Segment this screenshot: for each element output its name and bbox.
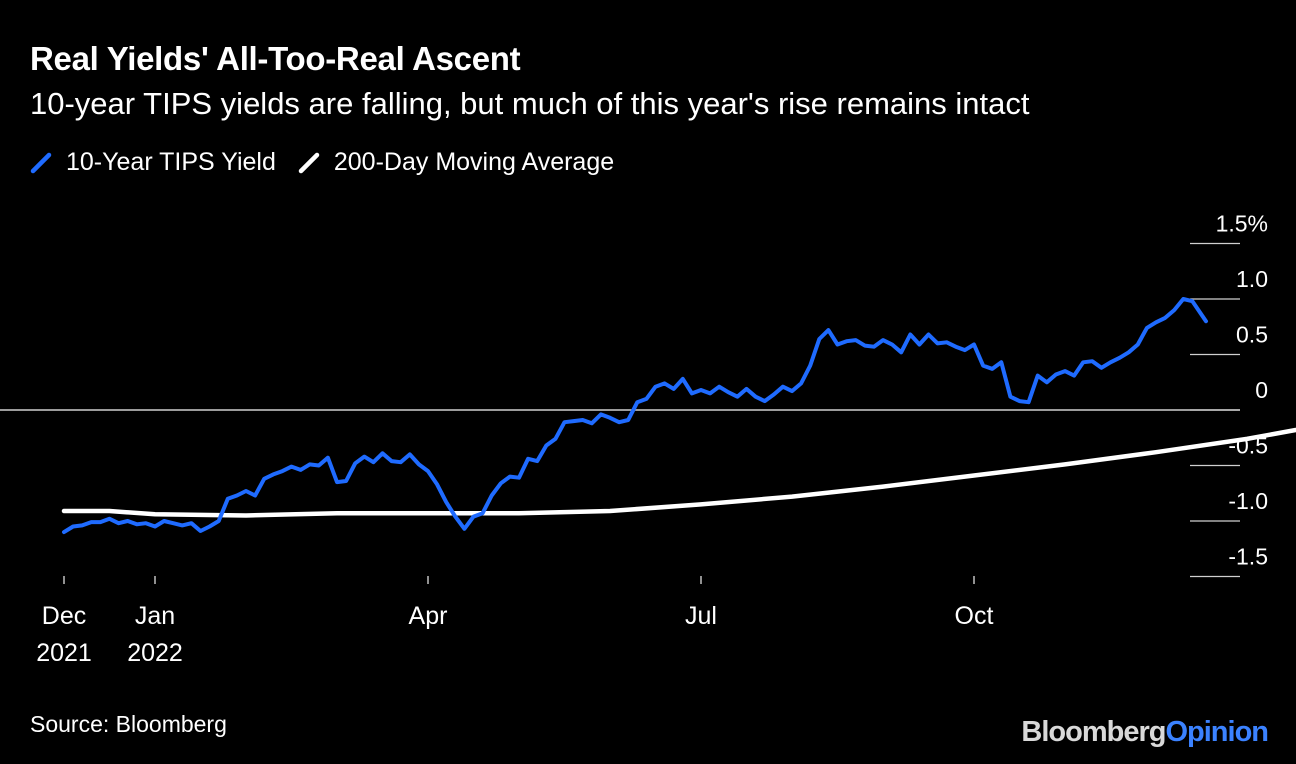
x-tick-sublabel-1: 2022 [127, 639, 183, 667]
x-tick-sublabel-0: 2021 [36, 639, 92, 667]
chart-subtitle: 10-year TIPS yields are falling, but muc… [30, 86, 1030, 121]
series-line-moving-average [61, 427, 1296, 518]
y-tick-label-3: 0 [1255, 377, 1268, 403]
chart-title: Real Yields' All-Too-Real Ascent [30, 40, 521, 77]
legend-swatch-tips-yield [30, 152, 52, 173]
y-tick-label-6: -1.5 [1228, 544, 1268, 570]
y-tick-label-1: 1.0 [1236, 266, 1268, 292]
x-tick-label-3: Jul [685, 602, 717, 630]
x-tick-label-1: Jan [135, 602, 175, 630]
x-tick-label-0: Dec [42, 602, 86, 630]
legend-label-moving-average: 200-Day Moving Average [333, 148, 615, 176]
legend-item-moving-average: 200-Day Moving Average [298, 148, 614, 177]
y-tick-label-2: 0.5 [1236, 322, 1268, 348]
series-line-tips-yield [62, 297, 1208, 535]
legend-label-tips-yield: 10-Year TIPS Yield [66, 148, 276, 176]
legend-item-tips-yield: 10-Year TIPS Yield [30, 148, 276, 177]
legend-swatch-moving-average [298, 152, 320, 173]
brand-logo: BloombergOpinion [1021, 716, 1269, 749]
x-tick-label-2: Apr [409, 602, 448, 630]
x-tick-label-4: Oct [955, 602, 994, 630]
brand-logo-part2: Opinion [1165, 716, 1269, 748]
y-tick-label-0: 1.5% [1216, 211, 1268, 237]
legend: 10-Year TIPS Yield 200-Day Moving Averag… [30, 148, 636, 177]
brand-logo-part1: Bloomberg [1021, 716, 1166, 748]
source-note: Source: Bloomberg [30, 711, 227, 737]
y-tick-label-5: -1.0 [1228, 488, 1268, 514]
